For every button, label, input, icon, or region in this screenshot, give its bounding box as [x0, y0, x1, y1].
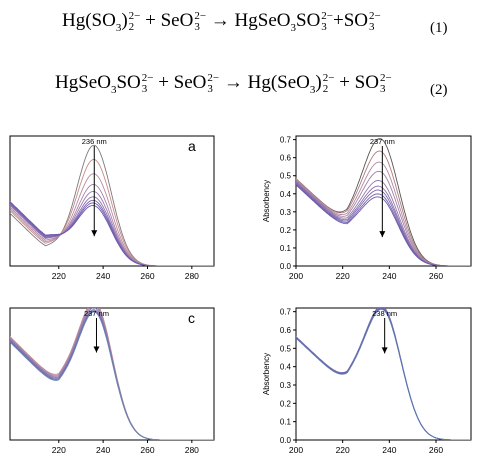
- equation-2: HgSeO3SO 2− 3 + SeO 2− 3 → Hg(SeO3) 2− 2 + SO 2…: [0, 64, 477, 116]
- series-line-3: [296, 308, 471, 440]
- y-tick-label: 0.2: [280, 226, 292, 235]
- y-tick-label: 0.7: [280, 136, 292, 145]
- y-tick-label: 0.6: [280, 326, 292, 335]
- x-tick-label: 260: [429, 445, 443, 455]
- equation-lhs: Hg(SO3) 2− 2 + SeO 2− 3: [62, 9, 207, 34]
- plot-frame: [9, 135, 215, 267]
- series-line-5: [296, 180, 471, 266]
- trend-arrow-head: [91, 230, 98, 237]
- x-tick-label: 280: [185, 271, 199, 281]
- x-tick-label: 280: [185, 445, 199, 455]
- y-tick-label: 0.7: [280, 308, 292, 317]
- equation-1-text: Hg(SO3) 2− 2 + SeO 2− 3 → HgSeO3SO 2− 3 +SO 2− 3: [62, 10, 381, 34]
- x-tick-label: 220: [52, 445, 66, 455]
- y-tick-label: 0.3: [280, 208, 292, 217]
- chart-panel-d: 200 220 240 260 0.0 0.1 0.2 0.3 0.4 0.5 0.6 0.7 Abso…: [262, 307, 472, 455]
- series-line-2: [10, 159, 214, 266]
- trend-arrow-head: [381, 347, 388, 354]
- series-line-7: [296, 182, 471, 266]
- x-tick-label: 240: [382, 271, 396, 281]
- x-tick-label: 260: [429, 271, 443, 281]
- y-tick-label: 0.6: [280, 154, 292, 163]
- equation-2-number: (2): [430, 82, 448, 98]
- reaction-arrow: →: [219, 72, 248, 93]
- series-line-4: [10, 308, 214, 440]
- peak-label: 236 nm: [82, 137, 107, 146]
- x-tick-label: 260: [140, 271, 154, 281]
- series-line-9: [296, 184, 471, 266]
- series-line-3: [10, 173, 214, 266]
- series-line-3: [10, 308, 214, 440]
- series-line-6: [10, 310, 214, 440]
- x-tick-label: 200: [289, 445, 303, 455]
- trend-arrow-head: [93, 346, 100, 353]
- y-tick-label: 0.5: [280, 172, 292, 181]
- reaction-arrow: →: [206, 10, 235, 31]
- plot-frame: [295, 307, 472, 441]
- y-tick-label: 0.3: [280, 381, 292, 390]
- y-tick-label: 0.4: [280, 363, 292, 372]
- series-line-4: [296, 170, 471, 266]
- y-tick-label: 0.0: [280, 262, 292, 271]
- panel-label: a: [188, 138, 196, 154]
- series-line-1: [10, 308, 214, 440]
- peak-label: 237 nm: [370, 137, 395, 146]
- equation-2-text: HgSeO3SO 2− 3 + SeO 2− 3 → Hg(SeO3) 2− 2 + SO 2…: [55, 72, 392, 96]
- peak-label: 237 nm: [84, 309, 109, 318]
- plot-frame: [295, 135, 472, 267]
- y-tick-label: 0.1: [280, 244, 292, 253]
- y-axis-label: Absorbency: [262, 180, 271, 222]
- y-tick-label: 0.0: [280, 436, 292, 445]
- series-line-8: [296, 183, 471, 266]
- y-axis-label: Absorbency: [262, 353, 271, 395]
- series-line-2: [296, 150, 471, 266]
- equation-rhs: HgSeO3SO 2− 3 +SO 2− 3: [234, 9, 381, 34]
- series-line-1: [296, 308, 471, 440]
- series-line-9: [10, 200, 214, 266]
- series-line-5: [10, 191, 214, 266]
- chart-panel-a: 220 240 260 280 236 nm a: [9, 135, 215, 281]
- x-tick-label: 260: [140, 445, 154, 455]
- x-tick-label: 200: [289, 271, 303, 281]
- series-line-4: [10, 183, 214, 266]
- plot-frame: [9, 307, 215, 441]
- x-tick-label: 220: [336, 445, 350, 455]
- equation-1-number: (1): [430, 20, 448, 36]
- x-tick-label: 240: [96, 271, 110, 281]
- series-line-2: [296, 308, 471, 440]
- x-tick-label: 220: [52, 271, 66, 281]
- chart-panel-c: 220 240 260 280 237 nm c: [9, 307, 215, 455]
- chart-panel-b: 200 220 240 260 0.0 0.1 0.2 0.3 0.4 0.5 0.6 0.7 Abso…: [262, 135, 472, 281]
- x-tick-label: 220: [336, 271, 350, 281]
- series-line-5: [10, 309, 214, 440]
- series-line-1: [10, 144, 214, 266]
- series-line-6: [10, 196, 214, 266]
- series-line-3: [296, 161, 471, 266]
- y-tick-label: 0.5: [280, 344, 292, 353]
- peak-label: 238 nm: [372, 309, 397, 318]
- equation-lhs: HgSeO3SO 2− 3 + SeO 2− 3: [55, 71, 220, 96]
- x-tick-label: 240: [382, 445, 396, 455]
- equation-rhs: Hg(SeO3) 2− 2 + SO 2− 3: [247, 71, 392, 96]
- series-line-7: [10, 311, 214, 440]
- series-line-5: [296, 308, 471, 440]
- y-tick-label: 0.2: [280, 399, 292, 408]
- series-line-8: [10, 201, 214, 266]
- trend-arrow-head: [379, 231, 386, 238]
- equation-1: Hg(SO3) 2− 2 + SeO 2− 3 → HgSeO3SO 2− 3 +SO 2− 3 …: [0, 2, 477, 54]
- y-tick-label: 0.1: [280, 418, 292, 427]
- series-line-7: [10, 199, 214, 266]
- x-tick-label: 240: [96, 445, 110, 455]
- series-line-2: [10, 308, 214, 440]
- y-tick-label: 0.4: [280, 190, 292, 199]
- series-line-4: [296, 308, 471, 440]
- panel-label: c: [188, 310, 195, 326]
